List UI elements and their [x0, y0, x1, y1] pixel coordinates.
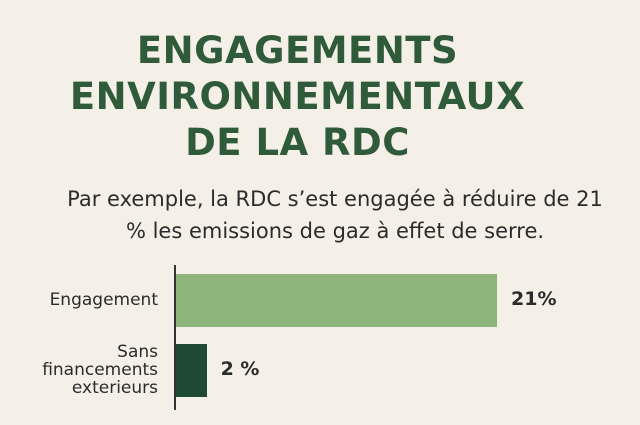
category-label: Sans financements exterieurs — [42, 342, 158, 398]
value-label: 21% — [511, 288, 557, 310]
chart-subtitle: Par exemple, la RDC s’est engagée à rédu… — [67, 187, 603, 243]
value-label: 2 % — [220, 358, 260, 380]
category-label: Engagement — [49, 290, 158, 310]
chart-title: ENGAGEMENTS ENVIRONNEMENTAUX DE LA RDC — [69, 29, 526, 164]
axis-line — [174, 265, 176, 410]
bar — [176, 344, 207, 397]
bar — [176, 274, 497, 327]
